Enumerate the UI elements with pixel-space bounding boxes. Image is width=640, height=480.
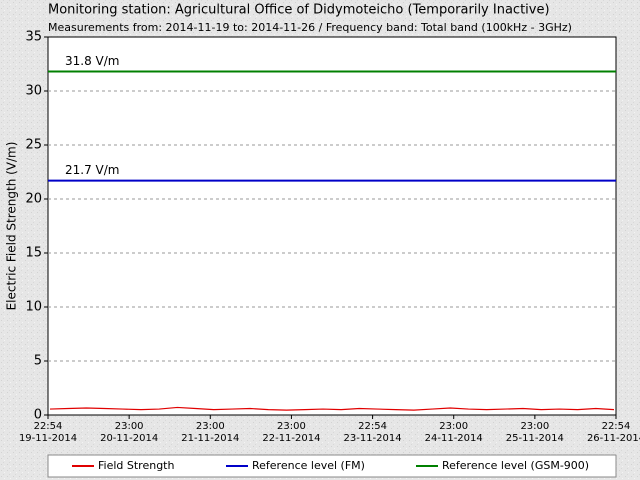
x-tick-label: 19-11-2014 <box>19 433 77 444</box>
reference-label: 21.7 V/m <box>65 163 119 177</box>
x-tick-label: 23-11-2014 <box>344 433 402 444</box>
x-tick-label: 22-11-2014 <box>262 433 320 444</box>
y-tick-label: 25 <box>25 138 42 153</box>
x-tick-label: 23:00 <box>115 421 144 432</box>
y-tick-label: 10 <box>25 300 42 315</box>
x-tick-label: 22:54 <box>602 421 631 432</box>
x-tick-label: 24-11-2014 <box>425 433 483 444</box>
y-tick-label: 15 <box>25 246 42 261</box>
plot-area <box>47 36 617 416</box>
x-tick-label: 25-11-2014 <box>506 433 564 444</box>
chart-title: Monitoring station: Agricultural Office … <box>48 3 550 18</box>
chart-subtitle: Measurements from: 2014-11-19 to: 2014-1… <box>48 21 572 34</box>
series-line <box>49 406 615 411</box>
x-tick-label: 22:54 <box>358 421 387 432</box>
x-tick-label: 23:00 <box>196 421 225 432</box>
x-tick-label: 26-11-2014 <box>587 433 640 444</box>
x-tick-label: 22:54 <box>34 421 63 432</box>
x-tick-label: 23:00 <box>277 421 306 432</box>
x-tick-label: 23:00 <box>520 421 549 432</box>
legend-label: Field Strength <box>98 459 174 472</box>
x-tick-label: 21-11-2014 <box>181 433 239 444</box>
y-tick-label: 30 <box>25 84 42 99</box>
y-tick-label: 20 <box>25 192 42 207</box>
legend <box>47 454 617 478</box>
y-tick-label: 5 <box>34 354 42 369</box>
legend-label: Reference level (FM) <box>252 459 365 472</box>
x-tick-label: 20-11-2014 <box>100 433 158 444</box>
legend-label: Reference level (GSM-900) <box>442 459 589 472</box>
y-tick-label: 35 <box>25 30 42 45</box>
y-tick-label: 0 <box>34 408 42 423</box>
y-axis-label: Electric Field Strength (V/m) <box>5 142 19 311</box>
x-tick-label: 23:00 <box>439 421 468 432</box>
reference-label: 31.8 V/m <box>65 54 119 68</box>
